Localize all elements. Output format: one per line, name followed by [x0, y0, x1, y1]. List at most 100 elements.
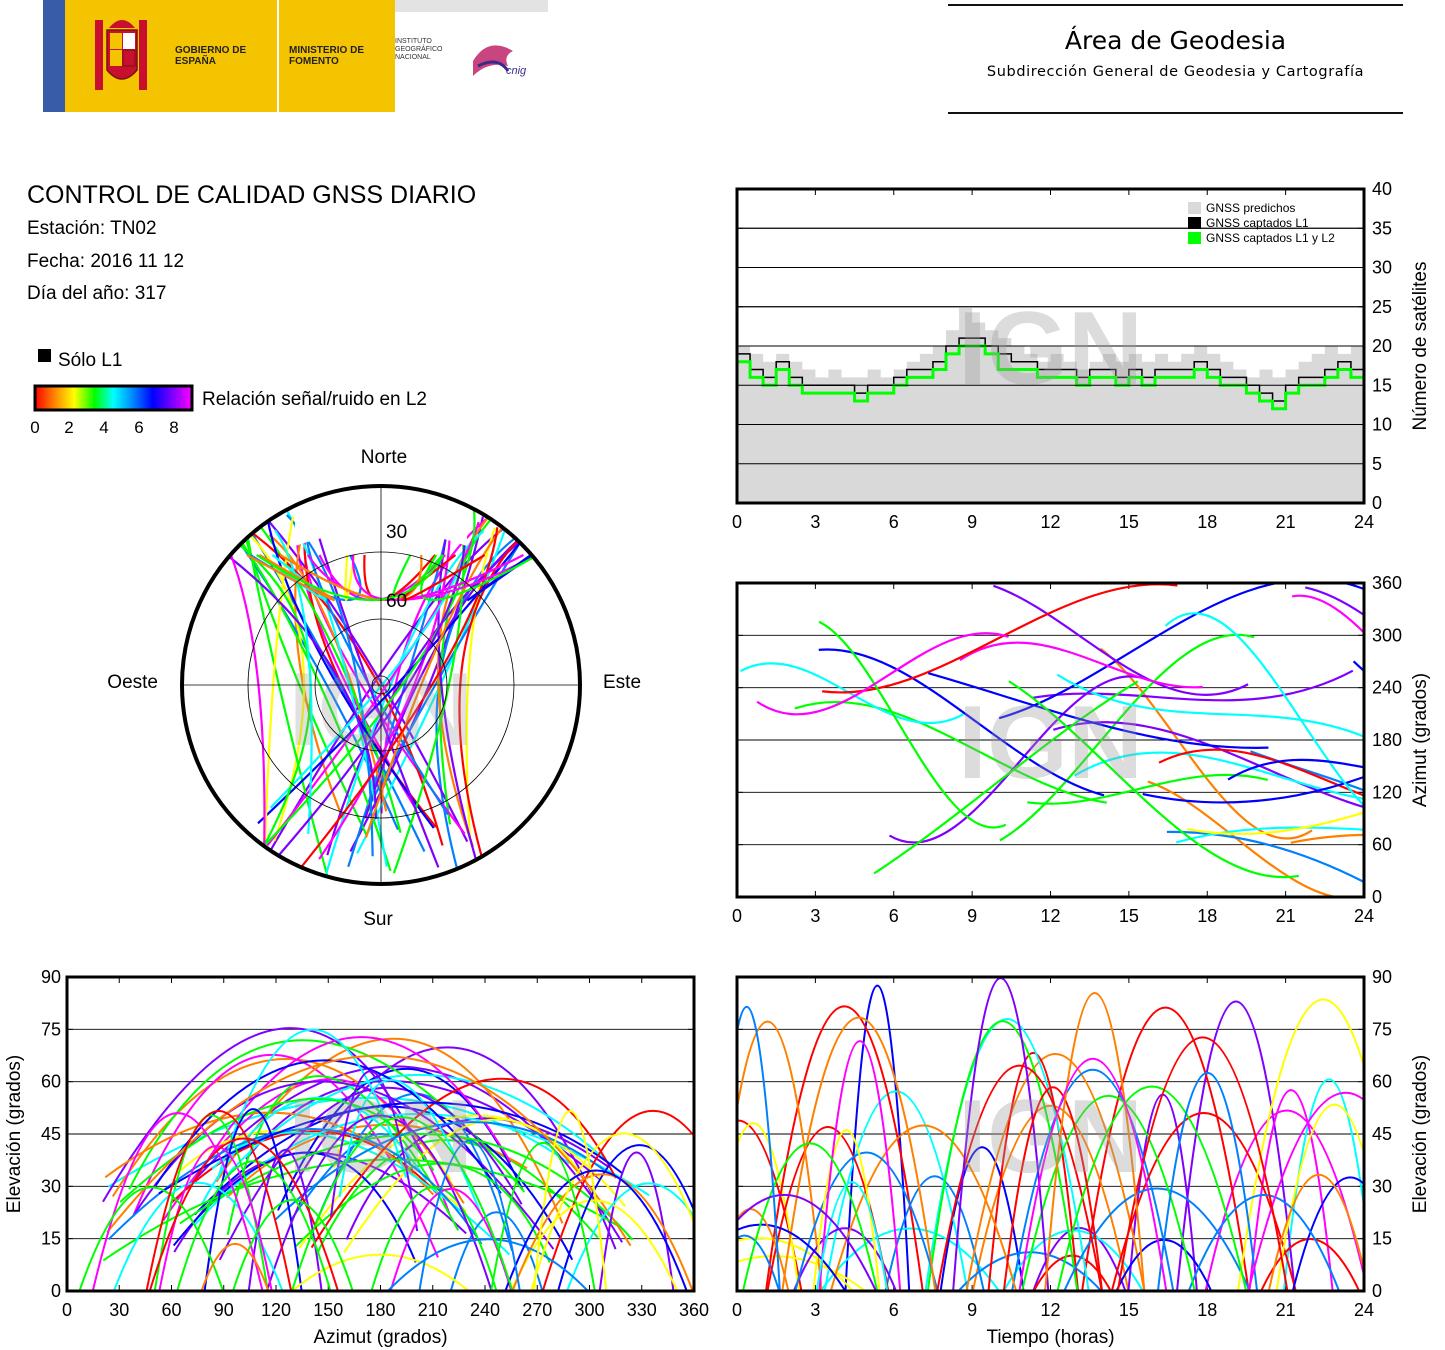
- elev-time-track: [737, 1122, 800, 1291]
- elev-azimuth-arc: [389, 1188, 513, 1291]
- x-tick-label: 6: [889, 1300, 899, 1320]
- elev-time-track: [764, 1005, 924, 1291]
- y-tick-label: 35: [1372, 218, 1392, 238]
- elev-time-track: [965, 1053, 1146, 1291]
- ring-label-30: 30: [386, 522, 407, 543]
- l1-only-swatch: [38, 349, 51, 362]
- elevation-azimuth-chart: 0 15 30 45 60 75 90 0 30 60 90 120 150 180 210 240 270 30…: [4, 967, 709, 1348]
- snr-tick: 0: [30, 418, 39, 437]
- elev-time-track: [1156, 1072, 1259, 1291]
- y-tick-label: 240: [1372, 678, 1402, 698]
- snr-colorbar: [33, 384, 194, 412]
- y-tick-label: 20: [1372, 336, 1392, 356]
- satellite-count-chart: 0 5 10 15 20 25 30 35 40 0 3 6 9 12 15 18 21 24 Número de …: [732, 179, 1431, 532]
- y-tick-label: 90: [41, 967, 61, 987]
- skyplot-track: [356, 513, 512, 854]
- elev-azimuth-arc: [247, 1149, 323, 1291]
- elev-time-track: [1282, 1078, 1364, 1291]
- date-label: Fecha: 2016 11 12: [27, 251, 185, 272]
- skyplot-north-label: Norte: [361, 447, 407, 468]
- elev-time-track: [1002, 1086, 1104, 1291]
- skyplot-track: [197, 532, 377, 819]
- snr-tick: 2: [64, 418, 73, 437]
- elev-azimuth-arc: [387, 1238, 589, 1291]
- elev-azimuth-track: [215, 1037, 564, 1224]
- elev-azimuth-arc: [78, 1186, 225, 1291]
- x-tick-label: 9: [967, 1300, 977, 1320]
- x-tick-label: 0: [732, 1300, 742, 1320]
- azimuth-track: [1227, 758, 1364, 781]
- x-tick-label: 24: [1354, 906, 1374, 926]
- azimuth-track: [999, 633, 1255, 842]
- y-tick-label: 30: [41, 1176, 61, 1196]
- elev-azimuth-track: [194, 1105, 574, 1261]
- ministerio-label: MINISTERIO DE FOMENTO: [289, 45, 365, 67]
- ign-watermark: IGN: [958, 1079, 1143, 1195]
- y-tick-label: 45: [1372, 1124, 1392, 1144]
- logo-gray-strip: [395, 0, 548, 12]
- series-predicted-area: [737, 306, 1364, 503]
- ign-label: INSTITUTO GEOGRÁFICO NACIONAL: [395, 38, 443, 61]
- x-tick-label: 24: [1354, 1300, 1374, 1320]
- elev-azimuth-arc: [200, 1243, 270, 1291]
- x-tick-label: 210: [418, 1300, 448, 1320]
- x-tick-label: 0: [62, 1300, 72, 1320]
- elev-time-track: [1176, 1000, 1296, 1291]
- ministerio-logo: MINISTERIO DE FOMENTO: [279, 0, 395, 112]
- elev-azimuth-arc: [511, 1173, 694, 1291]
- elev-time-track: [1291, 1176, 1364, 1291]
- x-tick-label: 270: [522, 1300, 552, 1320]
- x-tick-label: 15: [1119, 906, 1139, 926]
- elev-time-track: [781, 1016, 937, 1291]
- elev-azimuth-track: [185, 1065, 623, 1243]
- skyplot-track: [235, 507, 368, 837]
- elev-time-track: [1044, 992, 1146, 1291]
- x-tick-label: 12: [1040, 1300, 1060, 1320]
- azimuth-track: [1147, 780, 1364, 897]
- x-tick-label: 18: [1197, 1300, 1217, 1320]
- skyplot-south-label: Sur: [363, 909, 393, 930]
- azimuth-track: [1291, 594, 1364, 635]
- y-tick-label: 10: [1372, 415, 1392, 435]
- elev-azimuth-track: [310, 1077, 617, 1249]
- elev-azimuth-track: [224, 1073, 610, 1178]
- x-tick-label: 0: [732, 906, 742, 926]
- azimuth-track: [998, 583, 1364, 720]
- gobierno-label: GOBIERNO DE ESPAÑA: [175, 45, 247, 67]
- elev-time-track: [1275, 1103, 1364, 1291]
- cnig-logo-icon: cnig: [473, 45, 527, 77]
- elev-azimuth-track: [104, 1111, 435, 1196]
- azimuth-track: [1031, 669, 1354, 702]
- azimuth-track: [818, 648, 1105, 797]
- x-tick-label: 300: [574, 1300, 604, 1320]
- elev-time-track: [812, 1129, 881, 1291]
- elev-azimuth-track: [226, 1075, 460, 1236]
- elev-time-track: [1011, 1068, 1175, 1291]
- x-tick-label: 18: [1197, 512, 1217, 532]
- elev-time-track: [1187, 1194, 1340, 1291]
- skyplot-west-label: Oeste: [107, 672, 158, 693]
- skyplot-border: [180, 484, 582, 886]
- y-tick-label: 25: [1372, 297, 1392, 317]
- x-tick-label: 24: [1354, 512, 1374, 532]
- skyplot-track: [458, 531, 527, 866]
- y-tick-label: 40: [1372, 179, 1392, 199]
- area-subtitle: Subdirección General de Geodesia y Carto…: [986, 64, 1365, 80]
- y-axis-label: Elevación (grados): [4, 1055, 25, 1213]
- skyplot-track: [265, 514, 435, 829]
- ign-watermark: IGN: [958, 685, 1143, 801]
- elev-time-track: [884, 1175, 985, 1291]
- x-tick-label: 240: [470, 1300, 500, 1320]
- elev-azimuth-arc: [265, 1114, 493, 1291]
- y-tick-label: 15: [1372, 1229, 1392, 1249]
- elev-azimuth-arc: [532, 1110, 608, 1291]
- station-label: Estación: TN02: [27, 218, 157, 239]
- x-tick-label: 6: [889, 906, 899, 926]
- elevation-time-chart: 0 15 30 45 60 75 90 0 3 6 9 12 15 18 21 24 Elevación (gr…: [732, 967, 1431, 1348]
- eu-flag: [43, 0, 65, 112]
- azimuth-track: [888, 675, 1150, 844]
- skyplot-track: [257, 499, 476, 854]
- elev-azimuth-arc: [203, 1108, 303, 1291]
- elev-time-track: [1081, 1007, 1250, 1291]
